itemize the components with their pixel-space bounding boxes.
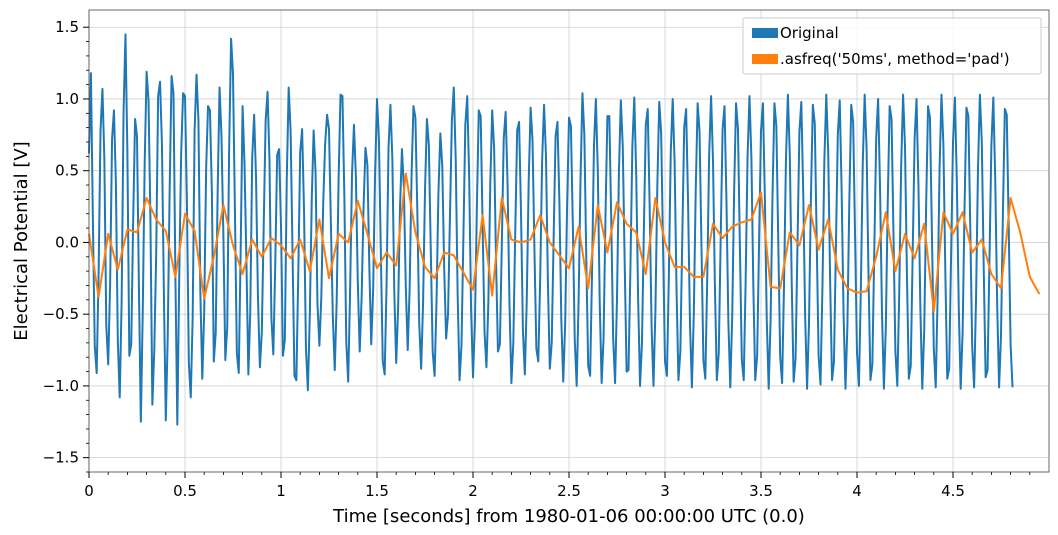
- y-axis-label: Electrical Potential [V]: [11, 141, 32, 340]
- x-tick-label: 1.5: [365, 482, 389, 500]
- series-line-asfreq: [88, 172, 1041, 313]
- legend-swatch-original: [752, 28, 778, 38]
- y-tick-label: 0.5: [55, 162, 79, 180]
- x-tick-label: 1: [276, 482, 286, 500]
- legend-label-asfreq: .asfreq('50ms', method='pad'): [780, 50, 1010, 68]
- y-tick-label: −1.5: [43, 449, 79, 467]
- y-tick-label: −1.0: [43, 377, 79, 395]
- x-tick-label: 0.5: [173, 482, 197, 500]
- series-group: [88, 33, 1041, 426]
- x-tick-label: 3.5: [749, 482, 773, 500]
- y-tick-label: 0.0: [55, 233, 79, 251]
- y-tick-label: 1.5: [55, 18, 79, 36]
- x-tick-label: 2: [468, 482, 478, 500]
- x-tick-label: 2.5: [557, 482, 581, 500]
- series-line-original: [88, 33, 1014, 426]
- y-axis-ticks: −1.5 −1.0 −0.5 0.0 0.5 1.0 1.5: [43, 18, 89, 473]
- x-tick-label: 4.5: [941, 482, 965, 500]
- legend-label-original: Original: [780, 24, 839, 42]
- legend: Original .asfreq('50ms', method='pad'): [742, 17, 1042, 75]
- legend-box: [742, 17, 1042, 75]
- x-tick-label: 3: [660, 482, 670, 500]
- legend-swatch-asfreq: [752, 54, 778, 64]
- y-tick-label: 1.0: [55, 90, 79, 108]
- x-axis-label: Time [seconds] from 1980-01-06 00:00:00 …: [332, 506, 805, 527]
- x-tick-label: 0: [84, 482, 94, 500]
- y-tick-label: −0.5: [43, 305, 79, 323]
- grid: [88, 10, 1049, 472]
- x-axis-ticks: 0 0.5 1 1.5 2 2.5 3 3.5 4 4.5: [84, 472, 1031, 500]
- x-tick-label: 4: [852, 482, 862, 500]
